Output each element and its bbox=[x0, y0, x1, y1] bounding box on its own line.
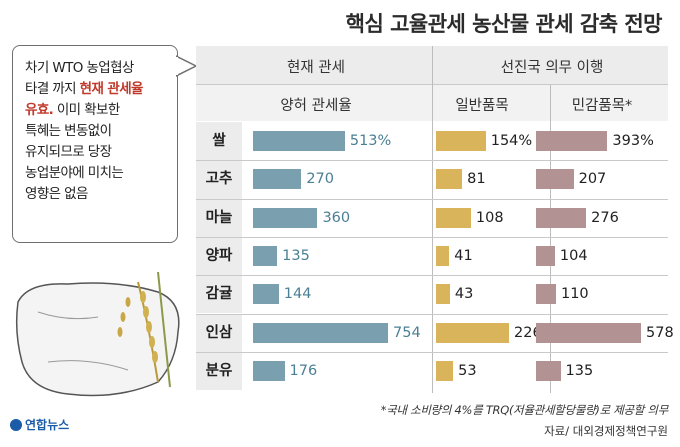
sensitive-bar-1 bbox=[536, 169, 574, 190]
sensitive-value-0: 393% bbox=[612, 133, 654, 149]
callout-highlight-2: 유효. bbox=[25, 102, 54, 118]
general-bar-3 bbox=[436, 245, 450, 266]
row-label-6: 분유 bbox=[196, 351, 242, 391]
general-bar-4 bbox=[436, 284, 450, 305]
callout-line-2: 타결 까지 bbox=[25, 81, 80, 97]
current-value-4: 144 bbox=[283, 286, 312, 303]
sensitive-bar-0 bbox=[536, 131, 608, 151]
callout-line-7: 영향은 없음 bbox=[25, 186, 88, 202]
general-value-4: 43 bbox=[454, 286, 474, 303]
row-label-0: 쌀 bbox=[196, 122, 242, 161]
row-divider-2 bbox=[196, 198, 668, 200]
callout-highlight-1: 현재 관세율 bbox=[79, 81, 144, 97]
callout-box: 차기 WTO 농업협상 타결 까지 현재 관세율 유효. 이미 확보한 특혜는 … bbox=[12, 45, 178, 243]
callout-line-4: 특혜는 변동없이 bbox=[25, 123, 112, 139]
general-bar-0 bbox=[436, 131, 486, 151]
row-label-2: 마늘 bbox=[196, 198, 242, 237]
general-value-3: 41 bbox=[454, 247, 473, 264]
current-value-5: 754 bbox=[393, 324, 421, 341]
callout-arrow-icon bbox=[176, 55, 198, 77]
page-title: 핵심 고율관세 농산물 관세 감축 전망 bbox=[345, 12, 663, 36]
sensitive-bar-5 bbox=[536, 322, 641, 343]
row-label-3: 양파 bbox=[196, 236, 242, 276]
callout-line-3: 이미 확보한 bbox=[53, 102, 120, 118]
current-bar-1 bbox=[253, 169, 302, 190]
header-bound-rate: 양허 관세율 bbox=[280, 98, 352, 114]
sensitive-value-2: 276 bbox=[591, 209, 619, 226]
brand-logo: 연합뉴스 bbox=[10, 416, 69, 433]
logo-text: 연합뉴스 bbox=[25, 418, 70, 432]
current-bar-3 bbox=[253, 245, 278, 266]
current-value-1: 270 bbox=[306, 171, 335, 188]
general-value-0: 154% bbox=[490, 133, 533, 149]
callout-line-1: 차기 WTO 농업협상 bbox=[25, 60, 134, 76]
row-divider-6 bbox=[196, 351, 668, 353]
sensitive-bar-3 bbox=[536, 245, 555, 266]
current-value-2: 360 bbox=[322, 209, 351, 226]
general-bar-1 bbox=[436, 169, 463, 190]
source-credit: 자료/ 대외경제정책연구원 bbox=[544, 424, 668, 438]
row-divider-1 bbox=[196, 160, 668, 162]
column-divider-main bbox=[432, 46, 433, 393]
general-value-1: 81 bbox=[467, 171, 486, 188]
sensitive-value-3: 104 bbox=[559, 247, 588, 264]
current-bar-2 bbox=[253, 207, 318, 228]
general-bar-2 bbox=[436, 207, 471, 228]
header-general-items: 일반품목 bbox=[455, 98, 509, 114]
sensitive-bar-4 bbox=[536, 284, 556, 305]
sensitive-value-1: 207 bbox=[578, 171, 607, 188]
header-advanced-obligation: 선진국 의무 이행 bbox=[500, 60, 604, 76]
current-bar-5 bbox=[253, 322, 388, 343]
row-divider-5 bbox=[196, 313, 668, 315]
row-label-4: 감귤 bbox=[196, 275, 242, 314]
sensitive-value-5: 578 bbox=[646, 324, 674, 341]
sensitive-value-4: 110 bbox=[560, 286, 589, 303]
callout-line-5: 유지되므로 당장 bbox=[25, 144, 112, 160]
current-bar-6 bbox=[253, 360, 285, 381]
general-bar-6 bbox=[436, 360, 454, 381]
general-value-5: 226 bbox=[514, 324, 542, 341]
sensitive-bar-2 bbox=[536, 207, 587, 228]
row-label-1: 고추 bbox=[196, 160, 242, 199]
sensitive-value-6: 135 bbox=[565, 362, 594, 379]
current-value-3: 135 bbox=[282, 247, 310, 264]
rice-sack-icon bbox=[15, 271, 180, 397]
logo-icon bbox=[10, 419, 22, 431]
footnote: *국내 소비량의 4%를 TRQ(저율관세할당물량)로 제공할 의무 bbox=[380, 403, 669, 417]
header-current-tariff: 현재 관세 bbox=[287, 60, 345, 76]
general-value-6: 53 bbox=[458, 362, 477, 379]
sensitive-bar-6 bbox=[536, 360, 561, 381]
current-value-0: 513% bbox=[349, 133, 392, 149]
row-divider-3 bbox=[196, 236, 668, 238]
row-label-5: 인삼 bbox=[196, 313, 242, 352]
current-value-6: 176 bbox=[289, 362, 318, 379]
general-value-2: 108 bbox=[475, 209, 504, 226]
current-bar-0 bbox=[253, 131, 345, 151]
callout-line-6: 농업분야에 미치는 bbox=[25, 165, 124, 181]
column-divider-sub bbox=[550, 85, 551, 393]
general-bar-5 bbox=[436, 322, 509, 343]
current-bar-4 bbox=[253, 284, 279, 305]
row-divider-4 bbox=[196, 275, 668, 277]
header-sensitive-items: 민감품목* bbox=[571, 98, 633, 114]
